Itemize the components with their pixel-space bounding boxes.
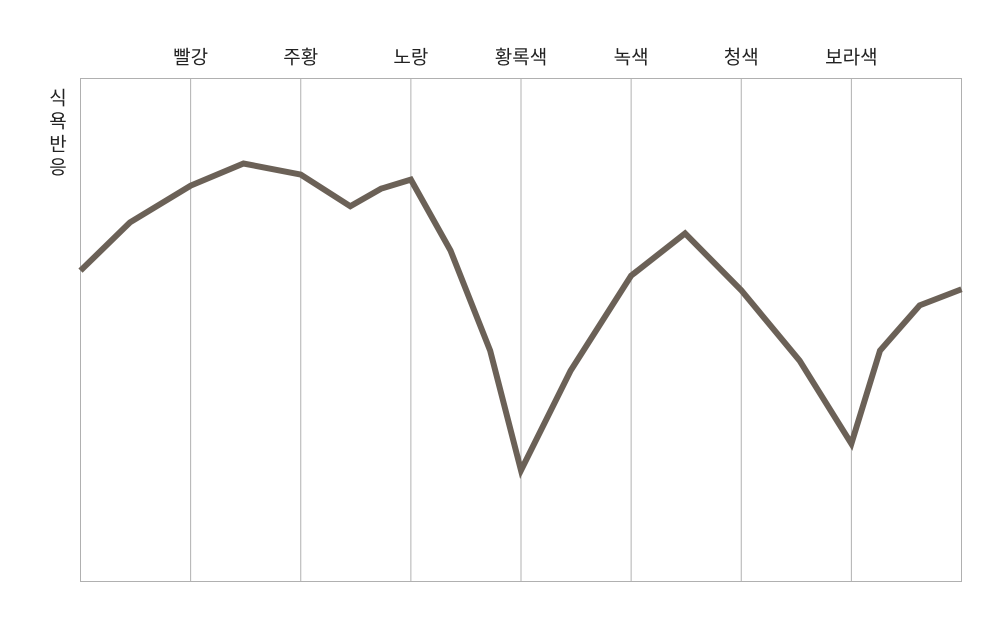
x-tick-label: 주황 xyxy=(283,47,318,69)
x-tick-label: 녹색 xyxy=(614,47,649,69)
x-tick-label: 보라색 xyxy=(825,47,877,69)
x-tick-label: 노랑 xyxy=(393,47,428,69)
data-line xyxy=(78,160,963,479)
x-tick-label: 청색 xyxy=(724,47,759,69)
x-tick-label: 황록색 xyxy=(495,47,547,69)
y-axis-label: 식욕반응 xyxy=(46,88,68,180)
x-tick-label: 빨강 xyxy=(173,47,208,69)
